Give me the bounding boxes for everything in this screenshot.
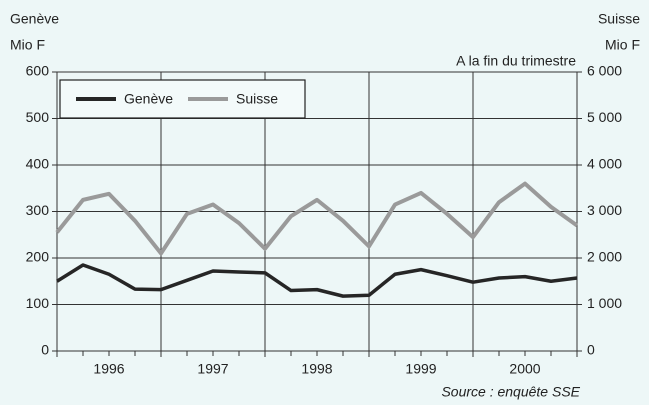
y-tick-label: 200 — [26, 249, 50, 265]
source: Source : enquête SSE — [441, 384, 580, 400]
x-tick-label: 2000 — [509, 361, 540, 377]
y-tick-label: 100 — [26, 295, 50, 311]
y2-tick-label: 1 000 — [587, 295, 622, 311]
x-tick-label: 1997 — [197, 361, 228, 377]
y2-tick-label: 4 000 — [587, 156, 622, 172]
x-tick-label: 1999 — [405, 361, 436, 377]
series-line — [55, 181, 579, 256]
annotation: A la fin du trimestre — [456, 53, 576, 69]
legend-label: Genève — [124, 91, 173, 107]
y-tick-label: 300 — [26, 202, 50, 218]
y-tick-label: 400 — [26, 156, 50, 172]
y2-tick-label: 5 000 — [587, 109, 622, 125]
x-tick-label: 1996 — [93, 361, 124, 377]
y2-axis-unit: Mio F — [605, 37, 640, 53]
y-tick-label: 0 — [41, 342, 49, 358]
y2-tick-label: 3 000 — [587, 202, 622, 218]
y-tick-label: 600 — [26, 63, 50, 79]
legend-label: Suisse — [236, 91, 278, 107]
y2-tick-label: 6 000 — [587, 63, 622, 79]
y2-tick-label: 2 000 — [587, 249, 622, 265]
series-line — [56, 263, 578, 298]
y-axis-unit: Mio F — [10, 37, 45, 53]
y2-axis-label: Suisse — [598, 11, 640, 27]
y-axis-label: Genève — [10, 11, 59, 27]
y2-tick-label: 0 — [587, 342, 595, 358]
y-tick-label: 500 — [26, 109, 50, 125]
x-tick-label: 1998 — [301, 361, 332, 377]
